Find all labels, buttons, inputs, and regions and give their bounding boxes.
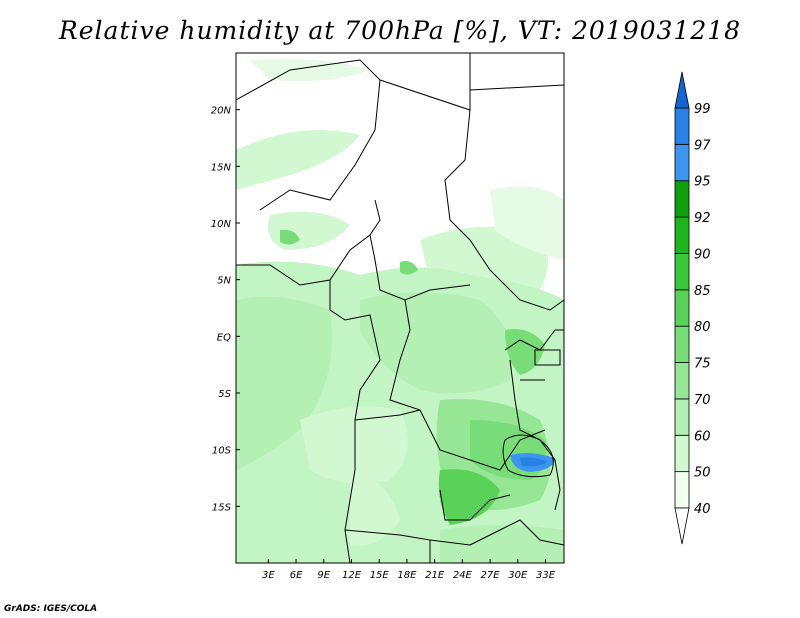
colorbar-swatch — [674, 180, 690, 218]
lat-tick-label: 20N — [211, 106, 232, 117]
lat-tick-label: 15S — [212, 502, 232, 513]
colorbar-high-extension — [674, 71, 690, 109]
lat-tick-label: 10N — [211, 219, 232, 230]
colorbar-level-label: 80 — [694, 320, 711, 335]
lon-tick-label: 30E — [508, 570, 528, 581]
colorbar-level-label: 95 — [694, 175, 711, 190]
lon-tick-label: 6E — [290, 570, 303, 581]
lon-tick-label: 27E — [481, 570, 501, 581]
lat-tick-label: 5S — [218, 389, 231, 400]
map-title: Relative humidity at 700hPa [%], VT: 201… — [58, 16, 742, 45]
colorbar-level-label: 92 — [694, 211, 711, 226]
lon-tick-label: 18E — [397, 570, 417, 581]
lon-tick-label: 24E — [453, 570, 473, 581]
colorbar-swatch — [674, 253, 690, 291]
colorbar-level-label: 90 — [694, 247, 711, 262]
colorbar-swatch — [674, 289, 690, 327]
country-borders — [236, 53, 564, 563]
colorbar-swatch — [674, 143, 690, 182]
grads-credit: GrADS: IGES/COLA — [4, 604, 98, 614]
colorbar-level-label: 50 — [694, 466, 711, 481]
colorbar-swatch — [674, 107, 690, 145]
colorbar-swatch — [674, 471, 690, 509]
colorbar-level-label: 75 — [694, 357, 711, 372]
lon-tick-label: 9E — [317, 570, 330, 581]
colorbar-level-label: 97 — [694, 138, 711, 153]
colorbar-swatch — [674, 362, 690, 400]
lat-tick-label: 5N — [217, 276, 231, 287]
humidity-field — [236, 53, 564, 563]
lon-tick-label: 21E — [425, 570, 445, 581]
lon-tick-label: 15E — [370, 570, 390, 581]
longitude-axis: 3E 6E 9E 12E 15E 18E 21E 24E 27E 30E 33E — [262, 559, 556, 581]
colorbar-level-label: 85 — [694, 284, 711, 299]
map-frame — [235, 52, 565, 564]
colorbar-low-extension — [674, 507, 690, 545]
lat-tick-label: 10S — [212, 446, 232, 457]
lon-tick-label: 3E — [262, 570, 275, 581]
lon-tick-label: 33E — [536, 570, 556, 581]
colorbar-level-label: 99 — [694, 102, 711, 117]
colorbar-swatch — [674, 216, 690, 254]
colorbar-swatch — [674, 434, 690, 473]
colorbar-swatch — [674, 325, 690, 363]
colorbar: 40 50 60 70 75 80 85 90 92 95 97 99 — [674, 71, 711, 545]
colorbar-swatch — [674, 398, 690, 436]
latitude-axis: 20N 15N 10N 5N EQ 5S 10S 15S — [211, 106, 240, 513]
lon-tick-label: 12E — [342, 570, 362, 581]
colorbar-level-label: 60 — [694, 429, 711, 444]
colorbar-level-label: 70 — [694, 393, 711, 408]
colorbar-level-label: 40 — [694, 502, 711, 517]
lat-tick-label: EQ — [217, 332, 231, 343]
lat-tick-label: 15N — [211, 162, 232, 173]
